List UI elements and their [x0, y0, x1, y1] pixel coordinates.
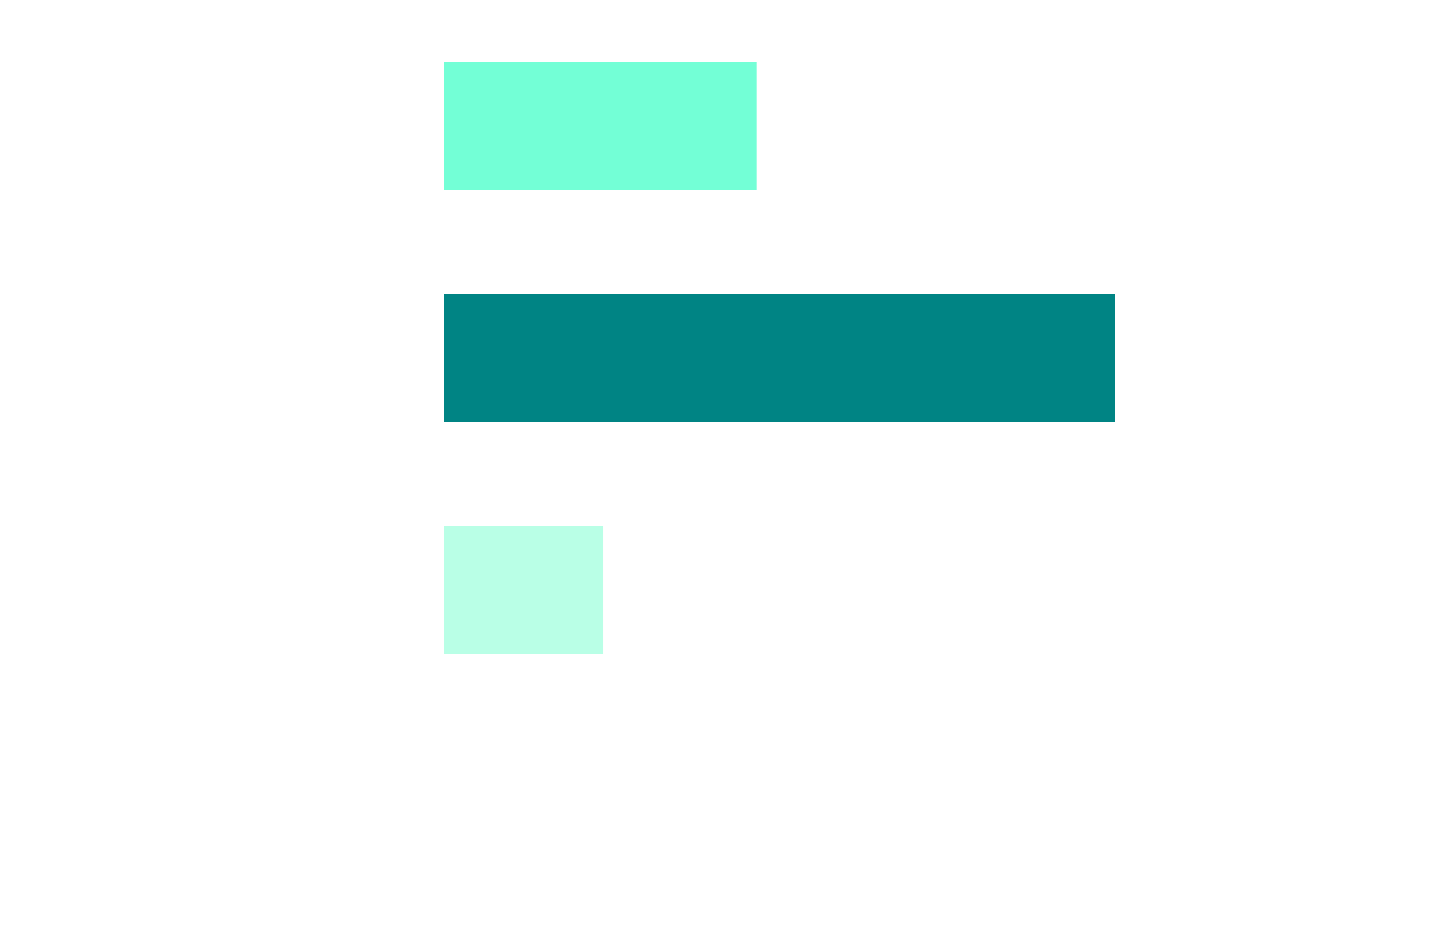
bars-group: [444, 62, 1115, 654]
bar-2: [444, 294, 1115, 422]
bar-3: [444, 526, 604, 654]
bar-1: [444, 62, 757, 190]
